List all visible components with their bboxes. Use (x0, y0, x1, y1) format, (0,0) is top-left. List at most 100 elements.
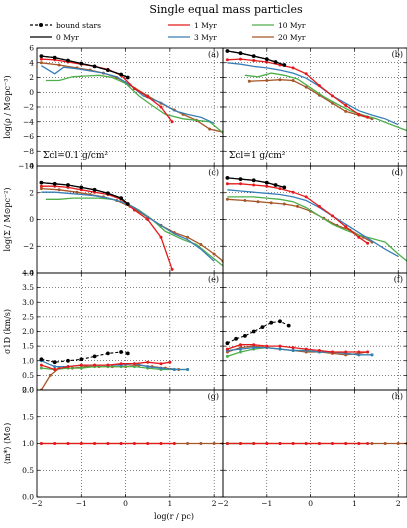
panel-tag: (c) (208, 168, 219, 177)
point-bound-4-2 (243, 334, 247, 338)
point-bound-5-3 (79, 61, 84, 66)
series-group (225, 176, 407, 262)
point-m20-0-2 (75, 190, 79, 194)
series-group (39, 442, 223, 445)
point-m3-2-8 (146, 365, 150, 369)
point-m1-3-0 (39, 363, 43, 367)
series-line-bound (41, 351, 128, 363)
legend-label-m3: 3 Myr (194, 33, 217, 42)
point-m1-3-9 (159, 105, 163, 109)
point-bound-4-5 (106, 351, 110, 356)
series-line-m20 (41, 62, 223, 133)
point-m1-3-2 (252, 183, 256, 187)
point-m1-3-7 (317, 84, 321, 88)
point-bound-5-3 (264, 180, 269, 185)
point-m20-1-4 (304, 85, 308, 89)
y-tick-label: 2.5 (22, 312, 34, 321)
point-m1-3-11 (366, 350, 370, 354)
point-m1-3-6 (119, 362, 123, 366)
point-m20-0-11 (186, 442, 190, 445)
point-m3-2-9 (159, 366, 163, 370)
panel-g: 0.0 0.5 1.0 1.5 2.0 −2 −1 0 1 2 (g) ⟨m*⟩ (M⊙) (3, 386, 224, 508)
point-m1-1-7 (132, 442, 136, 445)
series-group (39, 180, 223, 271)
point-m1-3-5 (106, 363, 110, 367)
point-m20-0-11 (199, 243, 203, 246)
point-m1-2-8 (331, 442, 334, 445)
point-m10-1-0 (225, 354, 229, 358)
legend-item-bound: bound stars (30, 21, 101, 30)
y-tick-label: −2 (23, 103, 34, 112)
legend: bound stars 0 Myr 1 Myr 3 Myr 10 Myr 20 Myr (30, 21, 306, 42)
point-m10-1-0 (39, 366, 43, 370)
series-line-m3 (227, 189, 399, 257)
point-m20-0-12 (383, 442, 387, 445)
point-m10-1-7 (132, 365, 136, 369)
point-m1-2-1 (239, 442, 242, 445)
point-bound-4-3 (251, 329, 256, 334)
point-bound-4-6 (119, 350, 123, 354)
point-m1-3-11 (366, 241, 370, 245)
series-group (39, 350, 190, 390)
point-bound-4-4 (92, 354, 97, 359)
point-m1-3-4 (278, 187, 282, 191)
point-m1-3-9 (159, 362, 163, 366)
point-m1-3-0 (225, 347, 229, 351)
point-m1-3-0 (39, 184, 43, 188)
legend-item-m10: 10 Myr (252, 21, 306, 30)
point-m1-3-8 (331, 214, 334, 218)
point-m3-2-10 (172, 368, 176, 371)
annotation-sigma-cl-left: Σcl=0.1 g/cm² (43, 151, 108, 161)
legend-label-m20: 20 Myr (278, 33, 306, 42)
legend-item-m3: 3 Myr (168, 33, 217, 42)
point-m1-3-10 (170, 120, 174, 124)
panel-tag: (a) (208, 50, 219, 59)
annotation-sigma-cl-right: Σcl=1 g/cm² (229, 151, 286, 161)
series-line-m10 (244, 72, 407, 132)
panel-tag: (b) (392, 50, 403, 59)
point-m20-0-10 (186, 235, 190, 239)
series-group (225, 442, 407, 445)
legend-item-m20: 20 Myr (252, 33, 306, 42)
point-m1-1-1 (53, 442, 57, 445)
series-group (225, 319, 374, 358)
y-axis-label: log(Σ / M⊙pc⁻²) (3, 187, 12, 251)
point-bound-5-0 (39, 54, 44, 58)
x-tick-label: −2 (217, 499, 228, 508)
y-tick-label: 1.5 (22, 412, 34, 421)
point-m1-3-3 (265, 60, 269, 64)
point-m3-2-10 (357, 353, 361, 357)
x-tick-label: 1 (167, 499, 172, 508)
series-line-m1 (227, 183, 368, 244)
point-m20-0-0 (39, 187, 43, 191)
series-group (39, 54, 223, 134)
x-tick-label: 2 (396, 499, 401, 508)
y-tick-label: −4 (23, 117, 34, 126)
point-m1-3-10 (168, 360, 172, 364)
point-m20-0-12 (208, 127, 212, 131)
y-tick-label: −2 (23, 242, 34, 251)
point-m1-2-5 (291, 442, 295, 445)
point-bound-5-1 (238, 51, 243, 56)
point-m3-2-1 (53, 365, 57, 369)
point-bound-5-5 (106, 191, 110, 196)
point-m1-3-10 (357, 235, 361, 239)
legend-label-m1: 1 Myr (194, 21, 217, 30)
point-m1-3-8 (331, 350, 334, 354)
point-m1-3-7 (132, 362, 136, 366)
point-m20-1-3 (291, 79, 295, 82)
point-m20-1-2 (278, 78, 282, 82)
point-m20-1-2 (256, 200, 260, 204)
y-tick-label: 3.5 (22, 283, 34, 292)
y-axis-label: σ1D (km/s) (3, 309, 12, 354)
chart-title: Single equal mass particles (149, 3, 303, 16)
point-m1-3-8 (146, 360, 150, 364)
point-m1-3-1 (239, 343, 242, 347)
point-m1-3-5 (291, 346, 295, 350)
point-m1-2-2 (252, 442, 256, 445)
point-m1-1-3 (79, 442, 83, 445)
point-m1-2-3 (265, 442, 269, 445)
point-bound-5-6 (119, 196, 123, 201)
point-bound-4-5 (269, 320, 274, 325)
